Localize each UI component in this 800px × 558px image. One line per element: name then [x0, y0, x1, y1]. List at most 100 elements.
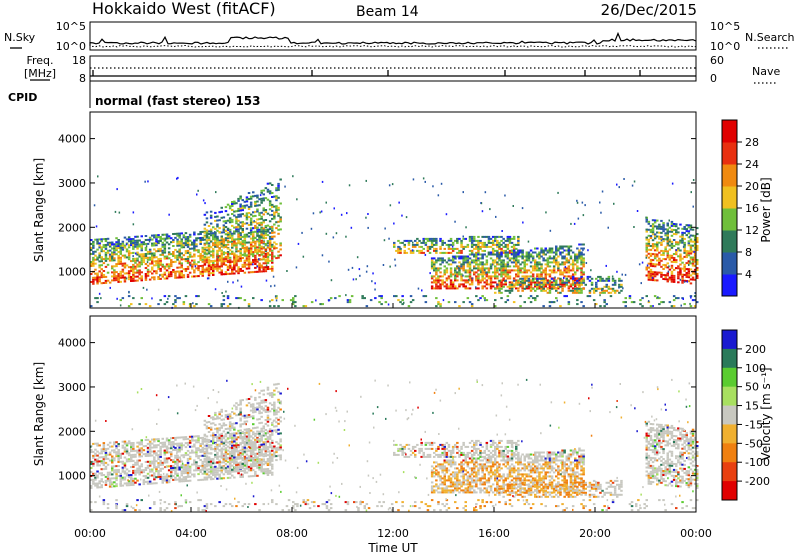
range-cell: [197, 249, 200, 251]
range-cell: [561, 248, 564, 250]
range-cell: [227, 234, 230, 236]
range-cell: [420, 250, 423, 252]
range-cell: [549, 290, 552, 292]
colorbar-segment: [722, 208, 737, 231]
range-cell: [444, 281, 447, 283]
range-cell: [580, 269, 583, 271]
range-cell: [192, 302, 194, 304]
range-cell: [446, 213, 448, 215]
range-cell: [135, 253, 137, 255]
range-cell: [238, 224, 240, 226]
range-cell: [448, 246, 451, 248]
range-cell: [542, 284, 545, 286]
range-cell: [311, 228, 313, 230]
range-cell: [141, 455, 144, 457]
range-cell: [555, 257, 558, 259]
range-cell: [195, 451, 198, 453]
range-cell: [199, 243, 202, 245]
range-cell: [471, 242, 474, 244]
range-cell: [425, 301, 428, 303]
range-cell: [647, 265, 649, 267]
range-cell: [147, 180, 149, 182]
range-cell: [145, 267, 148, 269]
range-cell: [614, 280, 617, 282]
range-cell: [576, 200, 578, 202]
range-cell: [159, 240, 162, 242]
noise-search-label: N.Search: [745, 31, 795, 44]
range-cell: [555, 297, 558, 299]
range-cell: [612, 288, 615, 290]
range-cell: [333, 236, 335, 238]
range-cell: [401, 242, 404, 244]
range-cell: [216, 230, 219, 232]
range-cell: [511, 242, 514, 244]
range-cell: [551, 248, 554, 250]
range-cell: [256, 227, 259, 229]
range-cell: [534, 252, 537, 254]
range-cell: [109, 442, 112, 444]
range-cell: [437, 301, 440, 303]
range-cell: [610, 292, 613, 294]
range-cell: [199, 233, 202, 235]
range-cell: [646, 247, 649, 249]
range-cell: [273, 232, 276, 234]
range-cell: [485, 191, 487, 193]
range-cell: [690, 249, 693, 251]
range-cell: [648, 241, 651, 243]
range-cell: [693, 206, 695, 208]
range-cell: [555, 252, 558, 254]
range-cell: [183, 303, 186, 305]
range-cell: [334, 297, 337, 299]
range-cell: [242, 257, 245, 259]
range-cell: [244, 266, 247, 268]
range-cell: [646, 219, 649, 221]
range-cell: [120, 257, 123, 259]
y-tick-label: 3000: [58, 177, 86, 190]
range-cell: [593, 299, 596, 301]
range-cell: [223, 473, 226, 475]
range-cell: [646, 257, 648, 259]
range-cell: [446, 267, 449, 269]
range-cell: [471, 305, 474, 307]
range-cell: [105, 468, 108, 470]
colorbar-segment: [722, 230, 737, 253]
range-cell: [566, 282, 569, 284]
range-cell: [279, 218, 282, 220]
range-cell: [187, 450, 190, 452]
range-cell: [462, 263, 465, 265]
range-cell: [124, 465, 127, 467]
range-cell: [656, 279, 659, 281]
range-cell: [355, 278, 357, 280]
range-cell: [172, 253, 175, 255]
range-cell: [96, 249, 99, 251]
range-cell: [599, 294, 601, 296]
range-cell: [128, 440, 130, 442]
range-cell: [412, 249, 414, 251]
range-cell: [294, 301, 297, 303]
range-cell: [168, 251, 171, 253]
range-cell: [545, 248, 548, 250]
range-cell: [166, 269, 169, 271]
range-cell: [267, 234, 270, 236]
range-cell: [164, 295, 167, 297]
range-cell: [252, 191, 255, 193]
range-cell: [277, 187, 280, 189]
range-cell: [524, 261, 527, 263]
range-cell: [151, 239, 154, 241]
range-cell: [450, 252, 453, 254]
range-cell: [545, 275, 548, 277]
range-cell: [623, 178, 625, 180]
range-cell: [153, 276, 156, 278]
range-cell: [277, 197, 280, 199]
range-cell: [509, 265, 512, 267]
range-cell: [235, 264, 238, 266]
range-cell: [162, 254, 165, 256]
range-cell: [252, 297, 255, 299]
y-tick-label: 2000: [58, 221, 86, 234]
range-cell: [144, 181, 146, 183]
range-cell: [570, 256, 573, 258]
range-cell: [202, 273, 205, 275]
range-cell: [218, 268, 221, 270]
noise-tick-right-bottom: 10^0: [710, 40, 740, 53]
range-cell: [463, 236, 465, 238]
